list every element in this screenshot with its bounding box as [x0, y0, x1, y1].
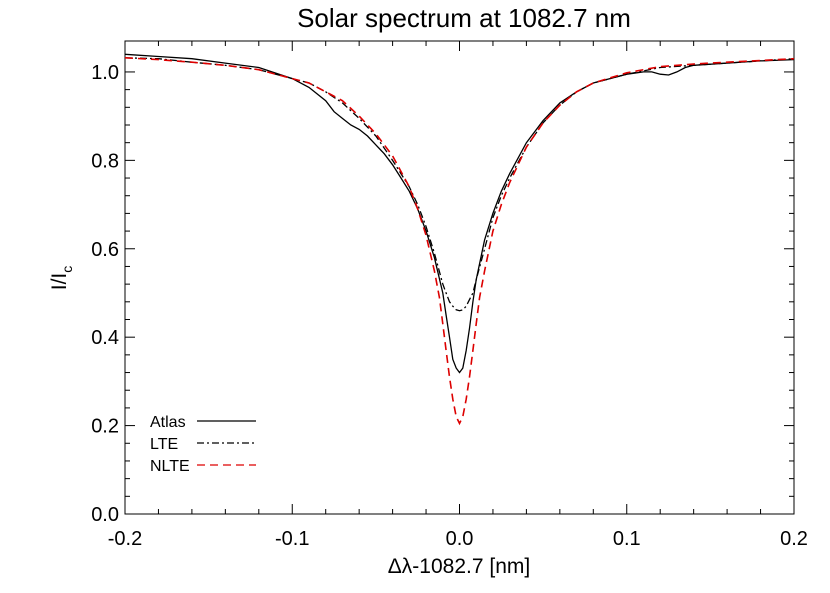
- chart-title: Solar spectrum at 1082.7 nm: [297, 3, 631, 33]
- series-line-lte: [124, 57, 795, 312]
- y-tick-label: 0.8: [91, 150, 119, 172]
- x-tick-labels: -0.2 -0.1 0.0 0.1 0.2: [108, 528, 808, 550]
- x-tick-label: 0.2: [780, 528, 808, 550]
- x-tick-label: -0.1: [275, 528, 309, 550]
- plot-frame: [124, 40, 795, 515]
- y-axis-label: I/Ic: [48, 266, 75, 291]
- y-axis-label-main: I/I: [48, 273, 71, 291]
- series-line-nlte: [124, 57, 795, 426]
- axis-ticks: [124, 41, 795, 515]
- series-line-atlas: [124, 53, 795, 374]
- legend-label-atlas: Atlas: [150, 414, 186, 431]
- y-tick-label: 1.0: [91, 62, 119, 84]
- legend-label-lte: LTE: [150, 436, 178, 453]
- x-axis-label: Δλ-1082.7 [nm]: [388, 555, 530, 578]
- legend: Atlas LTE NLTE: [150, 414, 256, 475]
- plot-area: [124, 40, 795, 515]
- x-tick-label: -0.2: [108, 528, 142, 550]
- x-tick-label: 0.1: [613, 528, 641, 550]
- y-tick-label: 0.4: [91, 327, 119, 349]
- y-axis-label-subscript: c: [59, 266, 75, 273]
- series-lines: [124, 53, 795, 426]
- x-tick-label: 0.0: [446, 528, 474, 550]
- y-tick-labels: 0.0 0.2 0.4 0.6 0.8 1.0: [91, 62, 119, 526]
- y-tick-label: 0.0: [91, 504, 119, 526]
- legend-label-nlte: NLTE: [150, 458, 190, 475]
- y-tick-label: 0.6: [91, 239, 119, 261]
- y-tick-label: 0.2: [91, 416, 119, 438]
